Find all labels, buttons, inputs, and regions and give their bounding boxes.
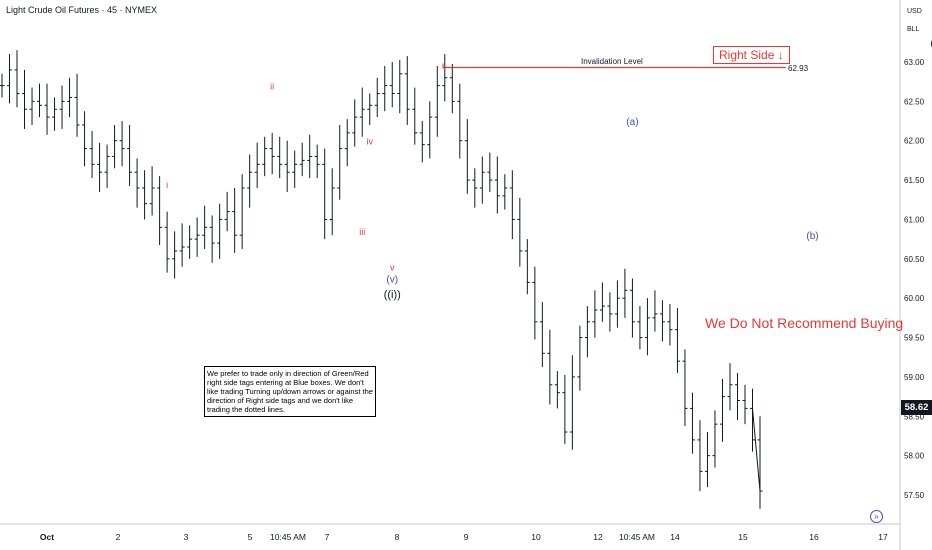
x-tick-label: 10:45 AM <box>619 532 655 542</box>
wave-label: (v) <box>386 274 398 285</box>
invalidation-value: 62.93 <box>788 64 809 73</box>
wave-label: iii <box>359 227 365 237</box>
x-tick-label: 3 <box>184 532 189 542</box>
wave-label: ii <box>270 82 274 92</box>
wave-label: iv <box>366 137 373 147</box>
chart-title: Light Crude Oil Futures · 45 · NYMEX <box>6 5 158 15</box>
wave-label: ((ii)) <box>930 37 932 49</box>
settings-icon[interactable]: » <box>870 510 883 523</box>
x-tick-label: 16 <box>809 532 819 542</box>
y-tick-label: 58.00 <box>904 452 925 461</box>
x-tick-label: 8 <box>395 532 400 542</box>
x-tick-label: 2 <box>116 532 121 542</box>
y-tick-label: 59.00 <box>904 373 925 382</box>
y-tick-label: 60.00 <box>904 294 925 303</box>
warning-text: We Do Not Recommend Buying <box>705 315 904 331</box>
x-tick-label: 9 <box>464 532 469 542</box>
x-tick-label: 15 <box>738 532 748 542</box>
y-tick-label: 57.50 <box>904 491 925 500</box>
x-tick-label: 14 <box>670 532 680 542</box>
wave-label: v <box>390 263 395 273</box>
x-tick-label: 10 <box>531 532 541 542</box>
y-tick-label: 58.50 <box>904 412 925 421</box>
note-box: We prefer to trade only in direction of … <box>204 366 376 417</box>
wave-label: i <box>166 180 168 190</box>
y-tick-label: 61.50 <box>904 176 925 185</box>
wave-label: (b) <box>806 231 818 242</box>
y-tick-label: 59.50 <box>904 334 925 343</box>
current-price-badge: 58.62 <box>901 400 932 415</box>
x-tick-label: 7 <box>325 532 330 542</box>
x-tick-label: 12 <box>593 532 603 542</box>
x-tick-label: 17 <box>878 532 888 542</box>
y-tick-label: 63.00 <box>904 58 925 67</box>
series-line <box>751 408 761 492</box>
x-tick-label: 10:45 AM <box>270 532 306 542</box>
y-tick-label: 60.50 <box>904 255 925 264</box>
unit-label: BLL <box>907 26 920 33</box>
currency-label: USD <box>907 8 922 15</box>
x-tick-label: Oct <box>40 532 54 542</box>
y-tick-label: 61.00 <box>904 215 925 224</box>
right-side-tag: Right Side ↓ <box>713 46 790 64</box>
wave-label: (a) <box>626 117 638 128</box>
y-tick-label: 62.00 <box>904 137 925 146</box>
y-tick-label: 62.50 <box>904 97 925 106</box>
invalidation-label: Invalidation Level <box>581 57 643 66</box>
x-tick-label: 5 <box>248 532 253 542</box>
wave-label: ((i)) <box>384 289 401 301</box>
